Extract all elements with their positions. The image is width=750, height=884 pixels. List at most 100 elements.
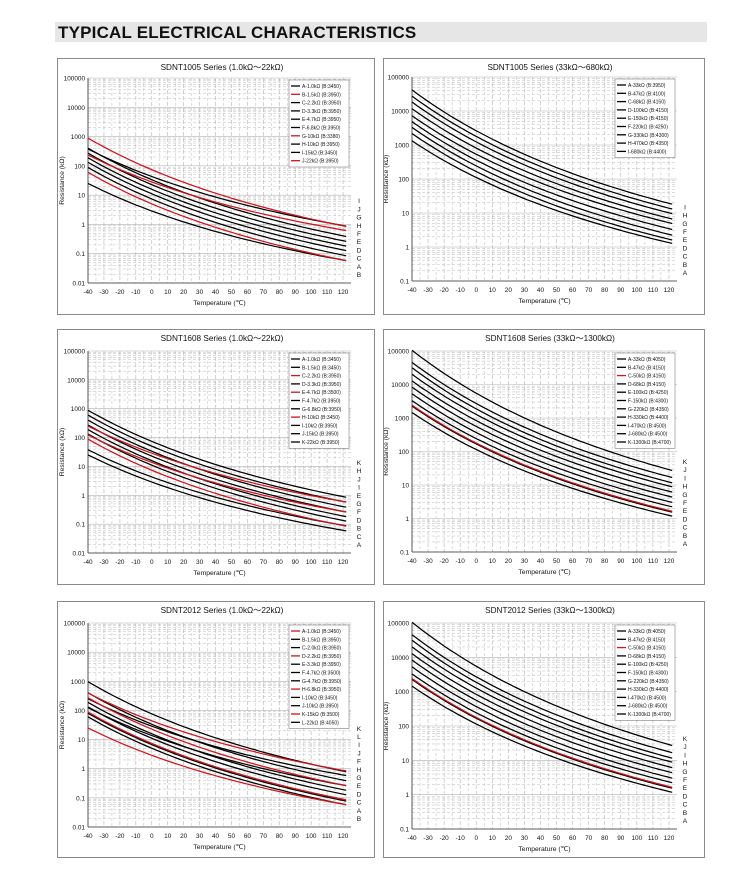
chart-title: SDNT1608 Series (33kΩ～1300kΩ) [485, 334, 615, 343]
y-tick-label: 1 [405, 245, 409, 252]
series-end-tag: D [683, 793, 688, 800]
series-end-tag: C [357, 256, 362, 263]
series-end-tag: I [358, 742, 360, 749]
x-tick-label: 70 [260, 833, 268, 840]
y-tick-label: 1000 [71, 134, 86, 141]
series-line-c [87, 712, 347, 802]
y-tick-label: 0.1 [76, 795, 85, 802]
x-tick-label: -10 [131, 559, 141, 566]
series-end-tag: A [683, 541, 688, 548]
x-tick-label: 100 [306, 833, 317, 840]
legend-label: D-68kΩ (B:4150) [628, 382, 666, 388]
y-tick-label: 0.1 [76, 522, 85, 529]
x-tick-label: 70 [585, 287, 593, 294]
y-tick-label: 1 [81, 493, 85, 500]
chart-panel: SDNT2012 Series (1.0kΩ～22kΩ) 0.01 0.1 1 10 10… [57, 601, 375, 858]
x-tick-label: 90 [292, 559, 300, 566]
y-tick-label: 10000 [391, 382, 409, 389]
x-axis-label: Temperature (℃) [518, 298, 570, 305]
series-line-g [411, 653, 673, 769]
y-tick-label: 100 [398, 724, 409, 731]
x-tick-label: 90 [617, 835, 625, 842]
legend-label: F-150kΩ (B:4300) [628, 671, 668, 677]
legend-label: D-68kΩ (B:4150) [628, 654, 666, 660]
x-tick-label: 40 [212, 289, 220, 296]
series-end-tag: I [684, 204, 686, 211]
x-tick-label: 30 [521, 835, 529, 842]
chart-panel: SDNT1005 Series (1.0kΩ～22kΩ) 0.01 0.1 1 10 10… [57, 58, 375, 315]
x-tick-label: 20 [505, 287, 513, 294]
x-tick-label: 120 [664, 835, 675, 842]
series-line-e [87, 706, 347, 796]
y-tick-label: 0.1 [400, 279, 409, 286]
y-tick-label: 10000 [391, 655, 409, 662]
x-tick-label: 70 [260, 559, 268, 566]
y-tick-label: 10000 [67, 650, 85, 657]
series-line-b [87, 716, 347, 806]
series-line-a [87, 454, 347, 532]
chart-svg: SDNT1005 Series (1.0kΩ～22kΩ)0.010.111010… [59, 63, 362, 307]
series-line-h [87, 425, 347, 503]
y-tick-label: 0.1 [76, 251, 85, 258]
x-tick-label: 50 [228, 289, 236, 296]
x-tick-label: 50 [553, 558, 561, 565]
series-end-tag: K [357, 726, 362, 733]
x-tick-label: -10 [131, 833, 141, 840]
series-line-i [411, 367, 673, 484]
legend-label: D-2.2kΩ (B:3950) [302, 654, 341, 660]
legend-label: F-4.7kΩ (B:3950) [302, 399, 341, 405]
legend-label: G-10kΩ (B:3380) [302, 134, 340, 140]
y-tick-label: 100 [74, 435, 85, 442]
y-tick-label: 1 [81, 222, 85, 229]
series-line-e [87, 157, 347, 247]
y-tick-label: 10 [78, 193, 86, 200]
x-tick-label: -30 [99, 559, 109, 566]
series-end-tag: A [357, 808, 362, 815]
series-line-d [87, 433, 347, 522]
x-tick-label: 20 [180, 559, 188, 566]
x-tick-label: 10 [489, 835, 497, 842]
legend-label: E-150kΩ (B:4150) [628, 116, 668, 122]
series-end-tag: C [683, 802, 688, 809]
series-end-tag: F [683, 500, 687, 507]
y-tick-label: 1000 [395, 416, 410, 423]
series-end-tag: E [357, 493, 362, 500]
chart-svg: SDNT1608 Series (33kΩ～1300kΩ)0.111010010… [384, 334, 688, 576]
legend-label: B-1.5kΩ (B:3950) [302, 637, 341, 643]
y-axis-label: Resistance (kΩ) [59, 701, 66, 750]
legend-label: F-150kΩ (B:4300) [628, 399, 668, 405]
series-end-tag: K [683, 736, 688, 743]
x-tick-label: 50 [553, 287, 561, 294]
legend-label: H-6.8kΩ (B:3950) [302, 687, 341, 693]
legend-label: E-4.7kΩ (B:3500) [302, 390, 341, 396]
series-line-h [411, 646, 673, 763]
y-axis-label: Resistance (kΩ) [384, 155, 390, 204]
y-tick-label: 10000 [391, 109, 409, 116]
legend-label: G-220kΩ (B:4350) [628, 679, 669, 685]
series-end-tag: D [683, 516, 688, 523]
legend-label: C-2.2kΩ (B:3950) [302, 374, 341, 380]
series-line-c [87, 438, 347, 527]
x-tick-label: 20 [505, 558, 513, 565]
x-tick-label: -10 [456, 287, 466, 294]
x-tick-label: 120 [338, 289, 349, 296]
x-tick-label: 90 [617, 287, 625, 294]
series-line-b [411, 405, 673, 513]
x-tick-label: 120 [664, 558, 675, 565]
series-line-c [411, 126, 673, 236]
series-end-tag: I [358, 485, 360, 492]
x-tick-label: 110 [322, 559, 333, 566]
series-end-tag: E [683, 785, 688, 792]
series-end-tag: B [683, 533, 688, 540]
chart-panel: SDNT1005 Series (33kΩ～680kΩ) 0.1 1 10 100 100… [383, 58, 705, 315]
series-end-tag: H [683, 213, 688, 220]
series-end-tag: D [357, 247, 362, 254]
series-end-tag: G [356, 215, 361, 222]
series-group [411, 621, 673, 793]
x-tick-label: 120 [338, 833, 349, 840]
series-line-j [411, 361, 673, 479]
series-end-tag: B [683, 262, 688, 269]
series-line-c [411, 677, 673, 788]
legend-label: I-470kΩ (B:4500) [628, 423, 667, 429]
series-end-tag: G [682, 221, 687, 228]
